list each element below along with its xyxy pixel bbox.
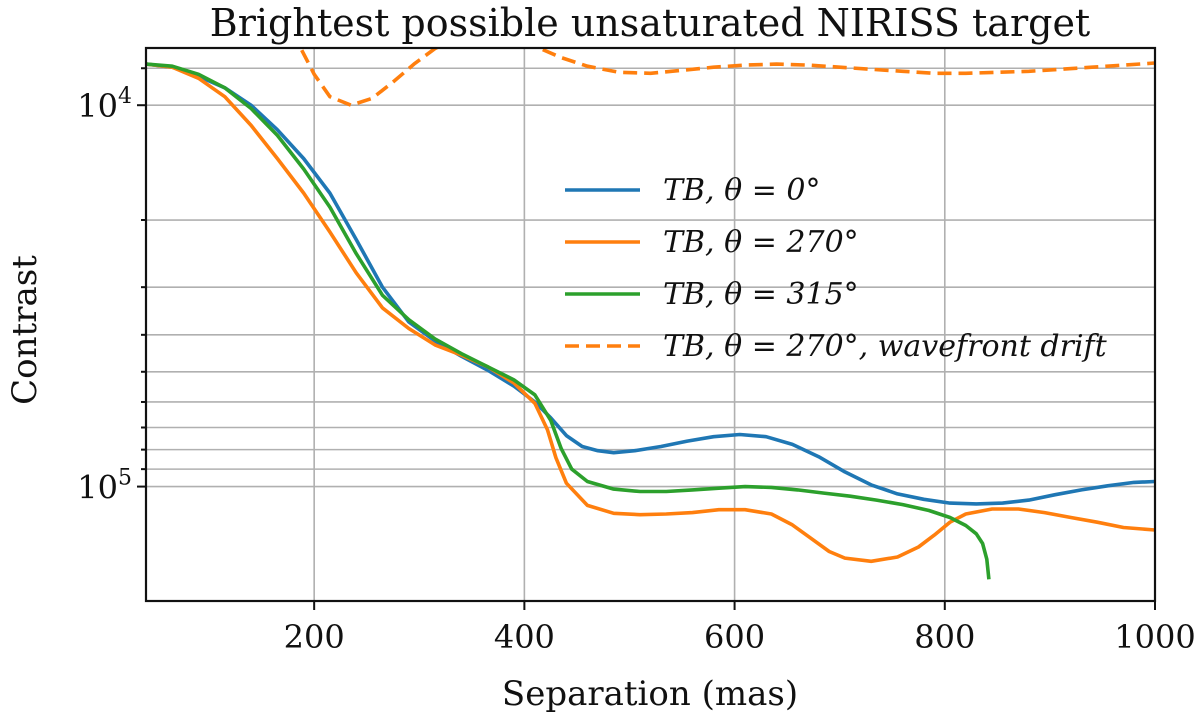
axis-ticks — [137, 67, 1156, 610]
x-tick-label-800: 800 — [914, 618, 975, 656]
y-tick-label-100000: 105 — [77, 466, 132, 507]
x-axis-label: Separation (mas) — [502, 674, 798, 714]
grid-lines — [146, 48, 1156, 601]
y-tick-labels: 104 105 — [77, 84, 132, 506]
x-tick-labels: 200 400 600 800 1000 — [284, 618, 1196, 656]
y-tick-label-10000: 104 — [77, 84, 132, 125]
x-tick-label-200: 200 — [284, 618, 345, 656]
x-tick-label-400: 400 — [494, 618, 555, 656]
legend-label-1: TB, θ = 270° — [663, 225, 859, 260]
x-tick-label-600: 600 — [704, 618, 765, 656]
legend-label-3: TB, θ = 270°, wavefront drift — [663, 329, 1108, 364]
chart-title: Brightest possible unsaturated NIRISS ta… — [210, 1, 1090, 45]
series-line-0 — [146, 62, 1155, 506]
series-line-3 — [298, 48, 1155, 107]
legend-label-2: TB, θ = 315° — [663, 277, 859, 312]
series-line-1 — [146, 62, 1155, 564]
series-line-2 — [146, 62, 991, 580]
plot-frame — [144, 46, 1157, 603]
x-tick-label-1000: 1000 — [1114, 618, 1195, 656]
legend-label-0: TB, θ = 0° — [663, 173, 821, 208]
y-axis-label: Contrast — [5, 255, 45, 405]
legend: TB, θ = 0° TB, θ = 270° TB, θ = 315° TB, θ … — [565, 173, 1108, 364]
series-layer — [146, 48, 1155, 580]
